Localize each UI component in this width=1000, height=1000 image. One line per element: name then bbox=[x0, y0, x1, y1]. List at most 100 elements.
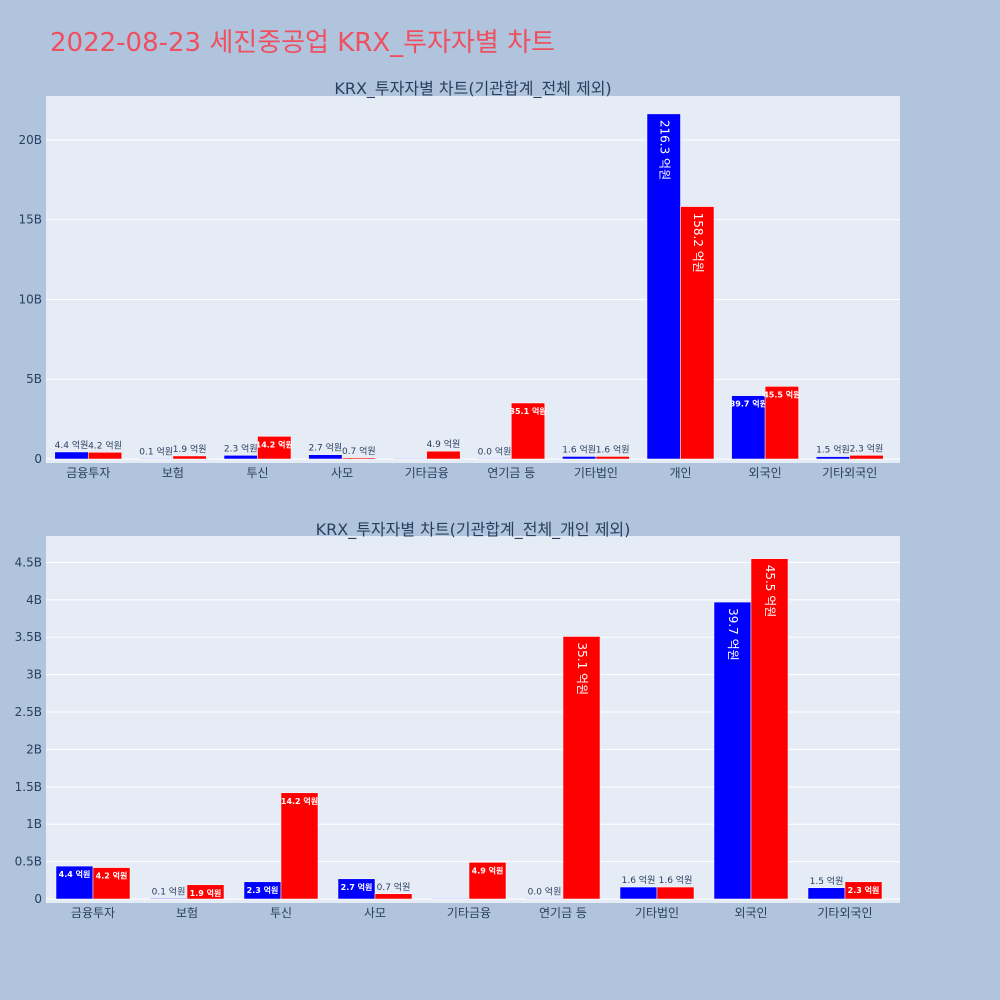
data-label: 1.9 억원 bbox=[173, 443, 207, 455]
sell-bar bbox=[680, 206, 715, 460]
sell-bar bbox=[656, 886, 695, 900]
sell-bar bbox=[426, 450, 461, 460]
buy-bar bbox=[815, 456, 850, 460]
x-tick-label: 연기금 등 bbox=[539, 906, 587, 920]
sell-bar bbox=[849, 455, 884, 460]
sell-bar bbox=[92, 867, 131, 900]
buy-bar bbox=[713, 601, 752, 900]
data-label: 158.2 억원 bbox=[691, 213, 705, 273]
y-tick-label: 4.5B bbox=[15, 555, 42, 569]
buy-bar bbox=[619, 886, 658, 900]
y-tick-label: 3.5B bbox=[15, 630, 42, 644]
x-tick-label: 기타법인 bbox=[574, 466, 618, 480]
buy-bar bbox=[431, 898, 470, 900]
data-label: 45.5 억원 bbox=[763, 565, 777, 618]
y-tick-label: 3B bbox=[26, 668, 42, 682]
y-tick-label: 15B bbox=[18, 213, 42, 227]
chart-title-0: KRX_투자자별 차트(기관합계_전체 제외) bbox=[334, 79, 611, 99]
chart-title-1: KRX_투자자별 차트(기관합계_전체_개인 제외) bbox=[316, 520, 631, 540]
x-tick-label: 투신 bbox=[246, 466, 268, 480]
data-label: 1.6 억원 bbox=[659, 874, 693, 886]
x-tick-label: 보험 bbox=[162, 466, 184, 480]
data-label: 35.1 억원 bbox=[575, 642, 589, 695]
buy-bar bbox=[477, 458, 512, 460]
x-tick-label: 보험 bbox=[176, 906, 198, 920]
data-label: 2.7 억원 bbox=[341, 882, 373, 892]
x-tick-label: 연기금 등 bbox=[487, 466, 535, 480]
buy-bar bbox=[807, 887, 846, 900]
y-tick-label: 0 bbox=[34, 892, 42, 906]
data-label: 4.4 억원 bbox=[59, 869, 91, 879]
x-tick-label: 금융투자 bbox=[71, 906, 115, 920]
data-label: 1.6 억원 bbox=[596, 443, 630, 455]
y-tick-label: 20B bbox=[18, 133, 42, 147]
y-tick-label: 0.5B bbox=[15, 855, 42, 869]
x-tick-label: 기타법인 bbox=[635, 906, 679, 920]
data-label: 45.5 억원 bbox=[763, 389, 800, 399]
sell-bar bbox=[280, 792, 319, 900]
data-label: 1.5 억원 bbox=[816, 444, 850, 456]
data-label: 0.7 억원 bbox=[342, 445, 376, 457]
y-tick-label: 2.5B bbox=[15, 705, 42, 719]
x-tick-label: 금융투자 bbox=[66, 466, 110, 480]
y-tick-label: 10B bbox=[18, 292, 42, 306]
data-label: 0.1 억원 bbox=[139, 445, 173, 457]
data-label: 2.3 억원 bbox=[224, 442, 258, 454]
data-label: 4.9 억원 bbox=[427, 438, 461, 450]
data-label: 4.2 억원 bbox=[88, 439, 122, 451]
data-label: 0.0 억원 bbox=[528, 885, 562, 897]
buy-bar bbox=[54, 451, 89, 460]
data-label: 14.2 억원 bbox=[281, 796, 318, 806]
sell-bar bbox=[257, 436, 292, 460]
y-tick-label: 0 bbox=[34, 452, 42, 466]
data-label: 39.7 억원 bbox=[730, 399, 767, 409]
data-label: 2.3 억원 bbox=[850, 442, 884, 454]
data-label: 2.7 억원 bbox=[308, 442, 342, 454]
buy-bar bbox=[149, 898, 188, 900]
y-tick-label: 2B bbox=[26, 742, 42, 756]
data-label: 1.6 억원 bbox=[622, 874, 656, 886]
sell-bar bbox=[562, 636, 601, 900]
buy-bar bbox=[139, 458, 174, 460]
sell-bar bbox=[88, 452, 123, 460]
data-label: 2.3 억원 bbox=[848, 885, 880, 895]
buy-bar bbox=[223, 455, 258, 460]
data-label: 216.3 억원 bbox=[657, 120, 671, 180]
data-label: 39.7 억원 bbox=[726, 608, 740, 661]
y-tick-label: 1.5B bbox=[15, 780, 42, 794]
data-label: 1.6 억원 bbox=[562, 443, 596, 455]
x-tick-label: 외국인 bbox=[749, 466, 782, 480]
data-label: 2.3 억원 bbox=[247, 885, 279, 895]
x-tick-label: 기타금융 bbox=[447, 906, 491, 920]
x-tick-label: 투신 bbox=[270, 906, 292, 920]
sell-bar bbox=[172, 455, 207, 460]
buy-bar bbox=[525, 898, 564, 900]
y-tick-label: 4B bbox=[26, 593, 42, 607]
x-tick-label: 개인 bbox=[669, 466, 691, 480]
data-label: 0.1 억원 bbox=[152, 885, 186, 897]
buy-bar bbox=[308, 454, 343, 460]
sell-bar bbox=[468, 862, 507, 900]
sell-bar bbox=[186, 884, 225, 900]
data-label: 0.7 억원 bbox=[377, 881, 411, 893]
sell-bar bbox=[511, 402, 546, 460]
data-label: 0.0 억원 bbox=[478, 445, 512, 457]
data-label: 4.9 억원 bbox=[472, 865, 504, 875]
data-label: 35.1 억원 bbox=[509, 406, 546, 416]
data-label: 4.2 억원 bbox=[96, 871, 128, 881]
data-label: 4.4 억원 bbox=[55, 439, 89, 451]
x-tick-label: 기타외국인 bbox=[817, 906, 872, 920]
sell-bar bbox=[341, 457, 376, 460]
buy-bar bbox=[562, 456, 597, 460]
x-tick-label: 기타금융 bbox=[405, 466, 449, 480]
data-label: 14.2 억원 bbox=[256, 439, 293, 449]
sell-bar bbox=[764, 386, 799, 460]
x-tick-label: 외국인 bbox=[734, 906, 767, 920]
data-label: 1.5 억원 bbox=[810, 875, 844, 887]
sell-bar bbox=[750, 558, 789, 900]
sell-bar bbox=[844, 881, 883, 900]
sell-bar bbox=[595, 456, 630, 460]
buy-bar bbox=[55, 865, 94, 900]
